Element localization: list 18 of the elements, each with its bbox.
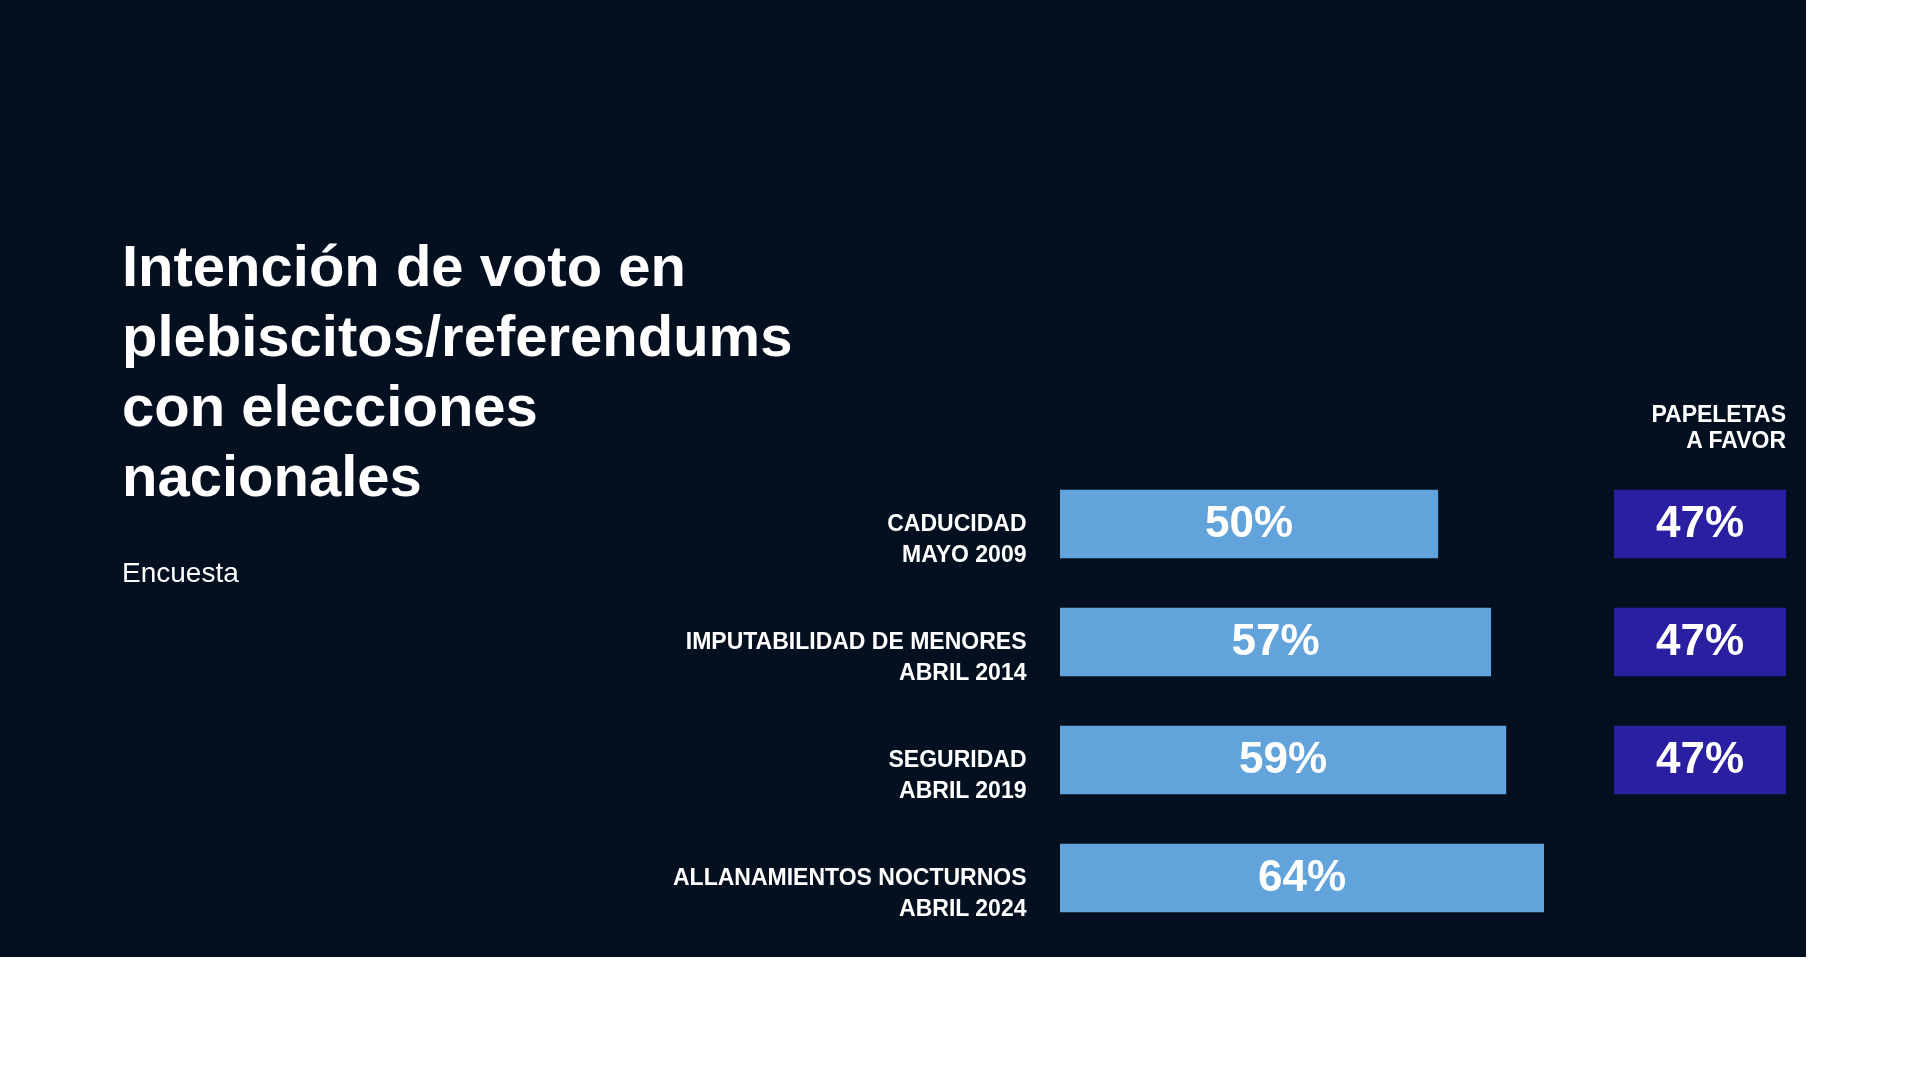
bar (1060, 489, 1439, 559)
y-tick-label: IMPUTABILIDAD DE MENORES ABRIL 2014 (685, 628, 1027, 685)
data-label: 47% (1655, 733, 1745, 782)
data-label: 47% (1655, 497, 1745, 546)
text: Intención de voto en plebiscitos/referendums con elecciones nacionales (122, 233, 793, 508)
bar (1060, 607, 1492, 677)
y-tick-label: SEGURIDAD ABRIL 2019 (888, 746, 1027, 803)
y-tick-label: ALLANAMIENTOS NOCTURNOS ABRIL 2024 (672, 864, 1027, 921)
data-label: 50% (1205, 497, 1294, 546)
data-label: 64% (1257, 851, 1347, 900)
data-label: 57% (1231, 615, 1320, 664)
text: PAPELETAS A FAVOR (1651, 401, 1787, 453)
bar (1060, 725, 1507, 795)
data-label: 47% (1655, 615, 1745, 664)
bar (1060, 843, 1544, 913)
text: Encuesta (122, 557, 240, 588)
data-label: 59% (1239, 733, 1328, 782)
y-tick-label: CADUCIDAD MAYO 2009 (887, 510, 1027, 567)
